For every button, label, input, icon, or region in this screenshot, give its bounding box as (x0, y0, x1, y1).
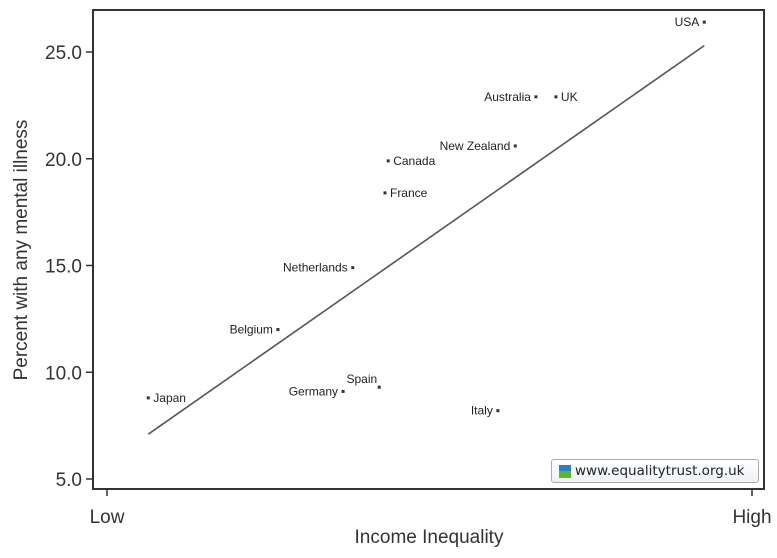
y-tick-label: 20.0 (45, 150, 82, 171)
point-label: Spain (346, 372, 377, 386)
point-label: Australia (484, 90, 531, 104)
point-label: USA (675, 15, 700, 29)
point-label: New Zealand (440, 139, 511, 153)
watermark-legend: www.equalitytrust.org.uk (551, 459, 759, 483)
y-tick-label: 10.0 (45, 363, 82, 384)
point-label: UK (561, 90, 578, 104)
x-tick-label: Low (90, 507, 125, 528)
point-label: Germany (289, 384, 338, 398)
point-label: Italy (471, 404, 493, 418)
data-point (351, 266, 355, 270)
y-tick-label: 5.0 (56, 470, 82, 491)
data-point (702, 20, 706, 24)
point-label: Canada (393, 154, 435, 168)
data-point (276, 328, 280, 332)
data-point (513, 144, 517, 148)
x-tick-label: High (732, 507, 771, 528)
point-label: Belgium (230, 323, 273, 337)
equality-trust-logo-icon (559, 464, 571, 478)
legend-text: www.equalitytrust.org.uk (575, 463, 745, 479)
plot-frame (92, 9, 765, 490)
x-axis-label: Income Inequality (355, 527, 504, 548)
data-point (386, 159, 390, 163)
data-point (534, 95, 538, 99)
point-label: Japan (153, 391, 186, 405)
data-point (146, 396, 150, 400)
point-label: France (390, 186, 428, 200)
data-point (341, 389, 345, 393)
point-label: Netherlands (283, 261, 348, 275)
data-point (383, 191, 387, 195)
y-tick-label: 25.0 (45, 43, 82, 64)
y-axis-label: Percent with any mental illness (11, 120, 32, 381)
data-point (496, 409, 500, 413)
fit-line (147, 44, 705, 435)
y-tick-label: 15.0 (45, 257, 82, 278)
data-point (377, 385, 381, 389)
data-point (554, 95, 558, 99)
